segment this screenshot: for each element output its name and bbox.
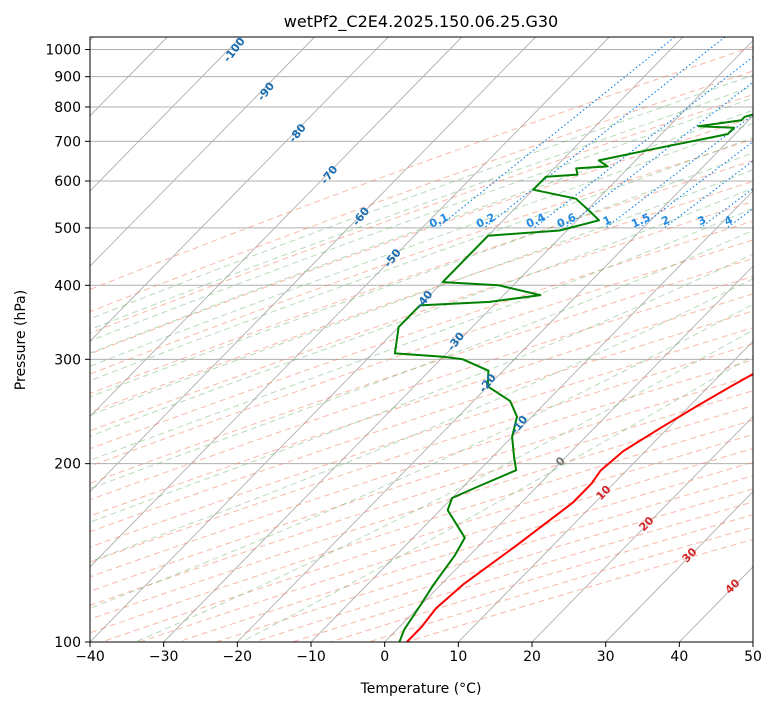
x-tick-label: 30	[597, 649, 615, 665]
isotherm-line	[90, 37, 610, 568]
mixing-ratio-line	[533, 56, 753, 229]
isotherm-line	[605, 491, 753, 642]
x-tick-label: −30	[149, 649, 179, 665]
isotherm-line	[90, 37, 684, 642]
mixing-ratio-line	[639, 140, 753, 229]
mixing-ratio-line	[564, 81, 753, 229]
moist-adiabat-line	[90, 85, 753, 331]
chart-title: wetPf2_C2E4.2025.150.06.25.G30	[284, 12, 558, 32]
isotherm-line	[90, 37, 315, 267]
axis-ticks: −40 −30 −20 −10 0 10 20 30 40 50 100 200 300 400 500 60…	[45, 43, 762, 665]
dry-adiabat-line	[90, 293, 753, 517]
dry-adiabat-line	[90, 390, 753, 606]
moist-adiabat-line	[90, 229, 753, 490]
sounding-traces	[393, 113, 753, 642]
isotherm-line	[90, 37, 463, 418]
y-tick-label: 900	[54, 70, 81, 86]
isotherm-line	[163, 39, 753, 642]
moist-adiabat-line	[90, 122, 753, 367]
y-tick-label: 800	[54, 100, 81, 116]
dry-adiabat-line	[90, 359, 753, 578]
y-tick-label: 400	[54, 278, 81, 294]
x-tick-label: 10	[449, 649, 467, 665]
x-tick-label: −40	[75, 649, 105, 665]
mixing-ratio-line	[437, 37, 676, 229]
isotherm-line	[531, 415, 753, 642]
isotherm-line	[90, 37, 536, 493]
y-tick-label: 200	[54, 457, 81, 473]
x-tick-label: −10	[296, 649, 326, 665]
moist-adiabat-line	[90, 109, 753, 354]
x-tick-label: 40	[670, 649, 688, 665]
moist-adiabat-line	[90, 303, 753, 609]
dry-adiabat-line	[90, 180, 753, 413]
dry-adiabat-line	[90, 343, 753, 563]
isotherm-line	[384, 265, 753, 642]
isotherm-line	[90, 37, 389, 342]
isotherm-line	[458, 340, 753, 642]
x-tick-label: 20	[523, 649, 541, 665]
dewpoint-trace	[393, 113, 753, 642]
dry-adiabat-line	[90, 257, 753, 484]
dry-adiabat-line	[90, 70, 753, 313]
x-axis-label: Temperature (°C)	[360, 681, 482, 697]
y-tick-label: 700	[54, 134, 81, 150]
y-axis-label: Pressure (hPa)	[13, 290, 29, 390]
isotherm-line	[237, 115, 753, 642]
moist-adiabat-line	[90, 253, 753, 523]
x-tick-label: −20	[223, 649, 253, 665]
y-tick-label: 500	[54, 221, 81, 237]
moist-adiabat-line	[90, 187, 753, 437]
y-tick-label: 100	[54, 635, 81, 651]
isotherm-line	[90, 37, 242, 192]
dry-adiabat-line	[90, 200, 753, 432]
plot-frame	[89, 36, 754, 643]
temperature-trace	[406, 372, 753, 642]
moist-adiabat-line	[90, 136, 753, 382]
y-tick-label: 600	[54, 174, 81, 190]
dry-adiabat-line	[90, 310, 753, 533]
dry-adiabat-line	[90, 46, 753, 291]
moist-adiabat-line	[90, 74, 753, 320]
x-tick-label: 50	[744, 649, 762, 665]
y-tick-label: 1000	[45, 43, 81, 59]
moist-adiabat-line	[90, 169, 753, 416]
dry-adiabat-line	[90, 160, 753, 395]
dry-adiabat-line	[90, 138, 753, 375]
x-tick-label: 0	[380, 649, 389, 665]
y-tick-label: 300	[54, 352, 81, 368]
background-grid	[90, 37, 753, 642]
